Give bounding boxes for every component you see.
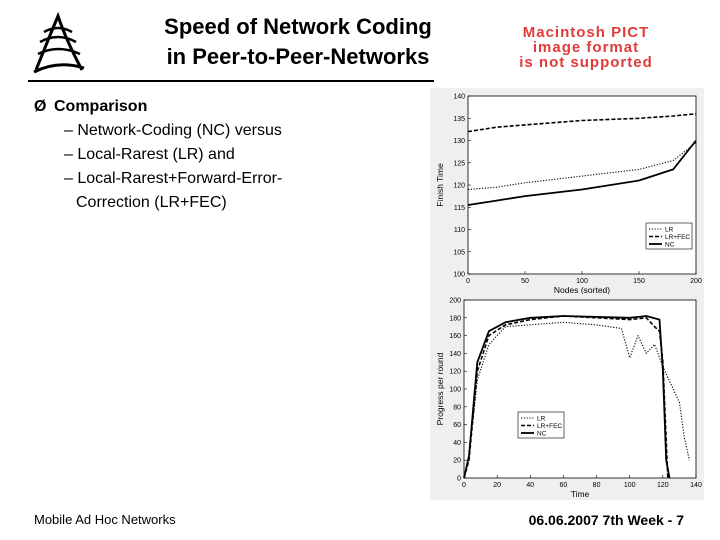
sub-bullet-continuation-text: Correction (LR+FEC) bbox=[76, 194, 227, 211]
slide-title: Speed of Network Coding in Peer-to-Peer-… bbox=[118, 12, 478, 72]
legend-label: NC bbox=[665, 241, 675, 248]
series-line-lr-fec bbox=[467, 113, 697, 133]
pict-line-3: is not supported bbox=[519, 54, 653, 70]
y-tick-label: 40 bbox=[453, 440, 461, 447]
y-tick-label: 100 bbox=[449, 387, 461, 394]
footer-date-page: 06.06.2007 7th Week - 7 bbox=[528, 512, 684, 528]
series-line-nc bbox=[463, 315, 671, 479]
y-tick-label: 120 bbox=[449, 369, 461, 376]
y-axis-label: Finish Time bbox=[435, 163, 445, 207]
y-tick-label: 125 bbox=[453, 160, 465, 167]
y-tick-label: 60 bbox=[453, 422, 461, 429]
finish-time-chart: 0 50 100 150 200 100 105 110 115 120 125 130 135 140 N… bbox=[430, 88, 704, 295]
x-tick-label: 120 bbox=[657, 482, 669, 489]
y-tick-label: 20 bbox=[453, 458, 461, 465]
y-tick-label: 135 bbox=[453, 116, 465, 123]
x-tick-label: 60 bbox=[560, 482, 568, 489]
x-tick-label: 50 bbox=[521, 278, 529, 285]
legend-label: LR bbox=[537, 415, 546, 422]
bullet-list: Ø Comparison – Network-Coding (NC) versu… bbox=[34, 95, 434, 215]
legend-label: LR+FEC bbox=[537, 423, 562, 430]
y-tick-label: 140 bbox=[449, 351, 461, 358]
x-tick-label: 0 bbox=[462, 482, 466, 489]
x-tick-label: 200 bbox=[690, 278, 702, 285]
legend-label: LR bbox=[665, 226, 674, 233]
y-tick-label: 115 bbox=[454, 205, 465, 212]
x-axis-label: Time bbox=[571, 489, 590, 499]
pict-line-2: image format bbox=[533, 39, 639, 56]
x-tick-label: 20 bbox=[493, 482, 501, 489]
y-tick-label: 0 bbox=[457, 476, 461, 483]
series-line-lr bbox=[467, 142, 697, 191]
progress-per-round-chart: 0 20 40 60 80 100 120 140 0 20 40 60 80 100 120 140 160 1… bbox=[430, 294, 704, 500]
title-line-2: in Peer-to-Peer-Networks bbox=[166, 44, 430, 69]
sub-bullet: – Network-Coding (NC) versus bbox=[64, 122, 282, 139]
y-tick-label: 140 bbox=[453, 94, 465, 101]
sub-bullet-continuation: Correction (LR+FEC) bbox=[34, 191, 434, 215]
x-tick-label: 150 bbox=[633, 278, 645, 285]
x-tick-label: 140 bbox=[690, 482, 702, 489]
arrow-bullet-icon: Ø bbox=[34, 98, 47, 115]
x-axis-label: Nodes (sorted) bbox=[554, 285, 610, 294]
series-line-lr bbox=[463, 321, 690, 479]
institute-logo bbox=[28, 10, 90, 76]
title-divider bbox=[28, 80, 434, 82]
y-tick-label: 100 bbox=[453, 272, 465, 279]
series-line-nc bbox=[467, 139, 697, 206]
footer-course: Mobile Ad Hoc Networks bbox=[34, 512, 176, 527]
main-bullet: Ø Comparison bbox=[34, 95, 434, 119]
y-tick-label: 120 bbox=[453, 183, 465, 190]
y-tick-label: 200 bbox=[449, 298, 461, 305]
x-tick-label: 100 bbox=[624, 482, 636, 489]
y-tick-label: 180 bbox=[449, 315, 461, 322]
main-bullet-text: Comparison bbox=[54, 98, 148, 115]
plot-area bbox=[463, 299, 697, 479]
y-tick-label: 105 bbox=[453, 249, 465, 256]
y-axis-label: Progress per round bbox=[435, 352, 445, 425]
y-tick-label: 130 bbox=[453, 138, 465, 145]
pict-line-1: Macintosh PICT bbox=[523, 24, 650, 41]
pict-unsupported-image: Macintosh PICT image format is not suppo… bbox=[468, 22, 704, 71]
sub-bullet: – Local-Rarest (LR) and bbox=[64, 146, 235, 163]
y-tick-label: 80 bbox=[453, 404, 461, 411]
y-tick-label: 160 bbox=[449, 333, 461, 340]
x-tick-label: 100 bbox=[576, 278, 588, 285]
legend-label: NC bbox=[537, 430, 547, 437]
y-tick-label: 110 bbox=[454, 227, 465, 234]
x-tick-label: 0 bbox=[466, 278, 470, 285]
legend-label: LR+FEC bbox=[665, 234, 690, 241]
title-line-1: Speed of Network Coding bbox=[164, 14, 432, 39]
x-tick-label: 40 bbox=[526, 482, 534, 489]
sub-bullet: – Local-Rarest+Forward-Error- bbox=[64, 170, 283, 187]
x-tick-label: 80 bbox=[593, 482, 601, 489]
